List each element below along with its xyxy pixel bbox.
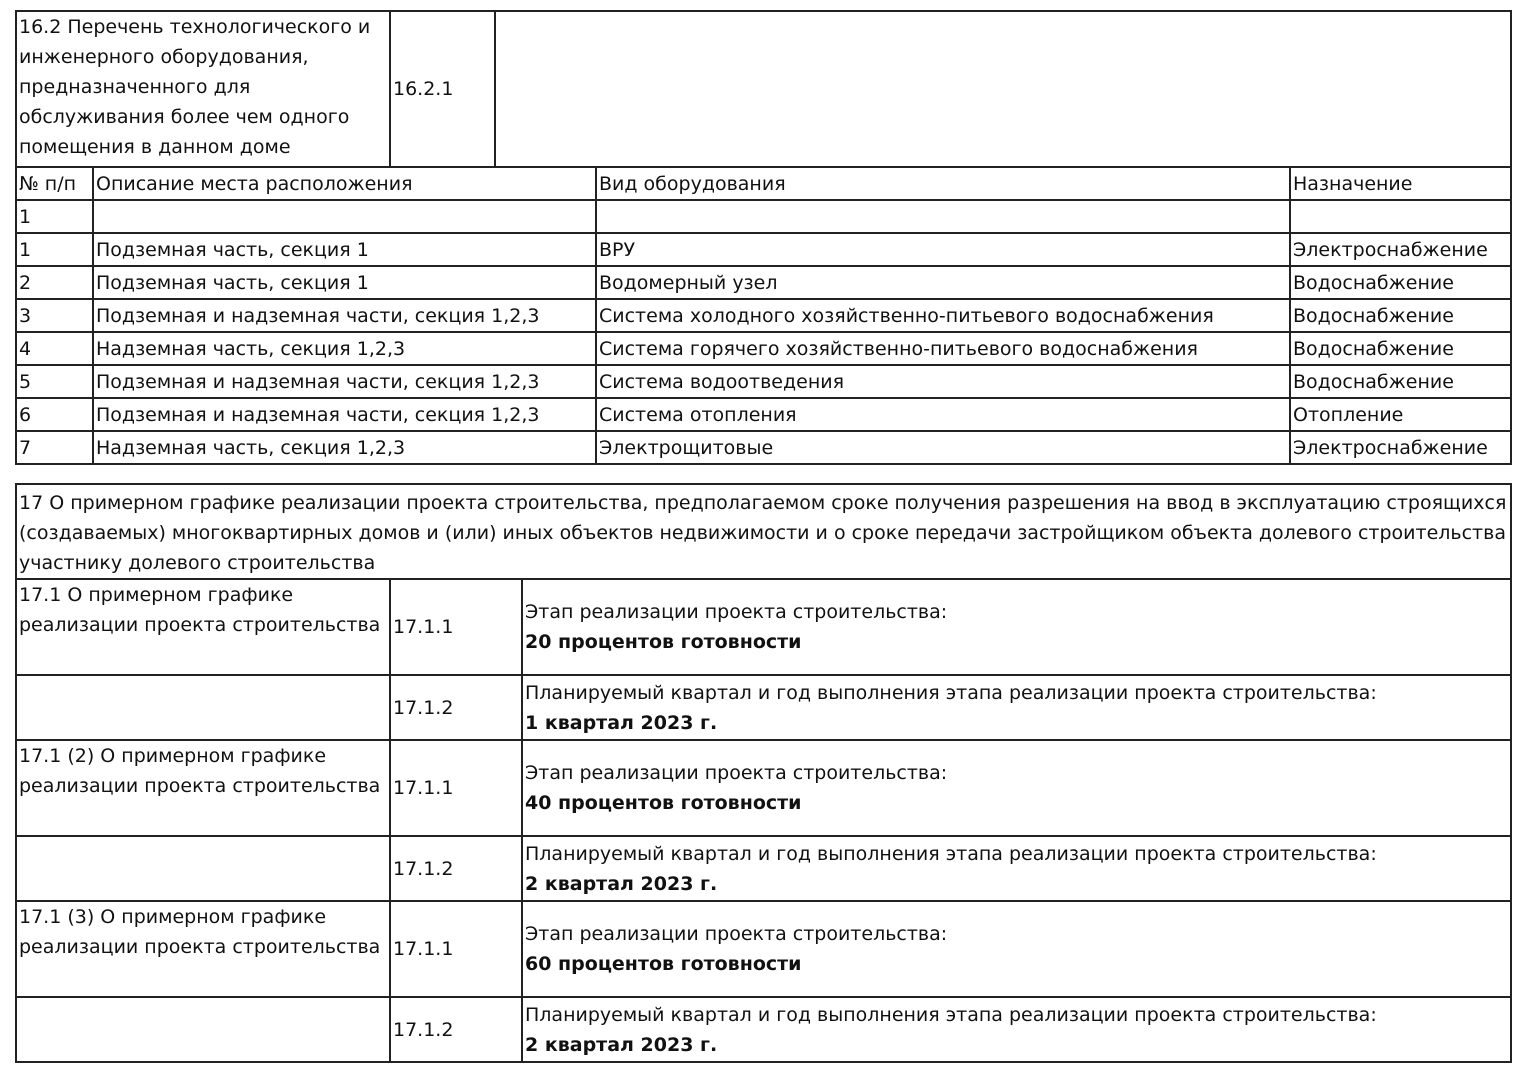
header-equipment-type: Вид оборудования [595, 166, 1291, 201]
quarter-code: 17.1.2 [389, 996, 523, 1063]
cell-location: Подземная и надземная части, секция 1,2,… [92, 298, 597, 333]
equipment-row: 3 Подземная и надземная части, секция 1,2… [15, 298, 1512, 333]
cell-number: 1 [15, 232, 94, 267]
cell-number: 4 [15, 331, 94, 366]
empty-cell [15, 996, 391, 1063]
cell-purpose [1289, 199, 1512, 234]
cell-equipment-type: Система водоотведения [595, 364, 1291, 399]
cell-number: 3 [15, 298, 94, 333]
cell-purpose: Водоснабжение [1289, 331, 1512, 366]
cell-location: Подземная часть, секция 1 [92, 265, 597, 300]
stage-code: 17.1.1 [389, 578, 523, 676]
cell-equipment-type: Система горячего хозяйственно-питьевого … [595, 331, 1291, 366]
schedule-stage-row: 17.1 (3) О примерном графике реализации … [15, 900, 1512, 998]
cell-location: Подземная и надземная части, секция 1,2,… [92, 397, 597, 432]
quarter-code: 17.1.2 [389, 835, 523, 902]
cell-location: Надземная часть, секция 1,2,3 [92, 331, 597, 366]
stage-label: Этап реализации проекта строительства: [525, 923, 948, 945]
cell-location: Подземная часть, секция 1 [92, 232, 597, 267]
cell-number: 2 [15, 265, 94, 300]
equipment-row: 5 Подземная и надземная части, секция 1,2… [15, 364, 1512, 399]
stage-label: Этап реализации проекта строительства: [525, 762, 948, 784]
schedule-quarter-row: 17.1.2 Планируемый квартал и год выполне… [15, 674, 1512, 741]
cell-equipment-type: ВРУ [595, 232, 1291, 267]
cell-location: Подземная и надземная части, секция 1,2,… [92, 364, 597, 399]
section-16-2-code: 16.2.1 [389, 10, 496, 168]
header-location: Описание места расположения [92, 166, 597, 201]
stage-cell: Этап реализации проекта строительства: 60… [521, 900, 1512, 998]
stage-code: 17.1.1 [389, 739, 523, 837]
quarter-label: Планируемый квартал и год выполнения эта… [525, 1003, 1377, 1026]
header-purpose: Назначение [1289, 166, 1512, 201]
schedule-title: 17.1 (3) О примерном графике реализации … [15, 900, 391, 998]
equipment-row: 4 Надземная часть, секция 1,2,3 Система го… [15, 331, 1512, 366]
header-number: № п/п [15, 166, 94, 201]
stage-code: 17.1.1 [389, 900, 523, 998]
empty-cell [15, 674, 391, 741]
quarter-cell: Планируемый квартал и год выполнения эта… [521, 996, 1512, 1063]
quarter-value: 2 квартал 2023 г. [525, 1033, 718, 1056]
schedule-quarter-row: 17.1.2 Планируемый квартал и год выполне… [15, 835, 1512, 902]
cell-equipment-type: Электрощитовые [595, 430, 1291, 465]
quarter-value: 2 квартал 2023 г. [525, 872, 718, 895]
quarter-label: Планируемый квартал и год выполнения эта… [525, 842, 1377, 865]
quarter-value: 1 квартал 2023 г. [525, 711, 718, 734]
cell-number: 7 [15, 430, 94, 465]
quarter-cell: Планируемый квартал и год выполнения эта… [521, 835, 1512, 902]
schedule-table: 17.1 О примерном графике реализации прое… [15, 578, 1512, 1063]
stage-value: 60 процентов готовности [525, 953, 802, 975]
equipment-row: 7 Надземная часть, секция 1,2,3 Электрощит… [15, 430, 1512, 465]
schedule-stage-row: 17.1 О примерном графике реализации прое… [15, 578, 1512, 676]
equipment-row: 2 Подземная часть, секция 1 Водомерный узе… [15, 265, 1512, 300]
empty-cell [15, 835, 391, 902]
cell-purpose: Отопление [1289, 397, 1512, 432]
schedule-title: 17.1 О примерном графике реализации прое… [15, 578, 391, 676]
cell-number: 1 [15, 199, 94, 234]
cell-equipment-type: Система отопления [595, 397, 1291, 432]
equipment-header-row: № п/п Описание места расположения Вид об… [15, 166, 1512, 201]
section-16-2-table: 16.2 Перечень технологического и инженер… [15, 10, 1512, 168]
section-16-2-title: 16.2 Перечень технологического и инженер… [15, 10, 391, 168]
cell-location [92, 199, 597, 234]
cell-purpose: Водоснабжение [1289, 364, 1512, 399]
cell-purpose: Водоснабжение [1289, 265, 1512, 300]
cell-purpose: Электроснабжение [1289, 232, 1512, 267]
equipment-row: 1 Подземная часть, секция 1 ВРУ Электроснаб… [15, 232, 1512, 267]
cell-purpose: Электроснабжение [1289, 430, 1512, 465]
cell-equipment-type: Водомерный узел [595, 265, 1291, 300]
cell-number: 6 [15, 397, 94, 432]
quarter-code: 17.1.2 [389, 674, 523, 741]
schedule-stage-row: 17.1 (2) О примерном графике реализации … [15, 739, 1512, 837]
equipment-row: 1 [15, 199, 1512, 234]
equipment-row: 6 Подземная и надземная части, секция 1,2… [15, 397, 1512, 432]
stage-label: Этап реализации проекта строительства: [525, 601, 948, 623]
section-17-title: 17 О примерном графике реализации проект… [15, 483, 1512, 580]
section-17-table: 17 О примерном графике реализации проект… [15, 483, 1512, 580]
quarter-label: Планируемый квартал и год выполнения эта… [525, 681, 1377, 704]
cell-equipment-type [595, 199, 1291, 234]
stage-value: 20 процентов готовности [525, 631, 802, 653]
section-16-2-value [494, 10, 1512, 168]
stage-cell: Этап реализации проекта строительства: 40… [521, 739, 1512, 837]
schedule-title: 17.1 (2) О примерном графике реализации … [15, 739, 391, 837]
schedule-quarter-row: 17.1.2 Планируемый квартал и год выполне… [15, 996, 1512, 1063]
cell-location: Надземная часть, секция 1,2,3 [92, 430, 597, 465]
equipment-table: № п/п Описание места расположения Вид об… [15, 166, 1512, 465]
quarter-cell: Планируемый квартал и год выполнения эта… [521, 674, 1512, 741]
stage-cell: Этап реализации проекта строительства: 20… [521, 578, 1512, 676]
cell-purpose: Водоснабжение [1289, 298, 1512, 333]
cell-equipment-type: Система холодного хозяйственно-питьевого… [595, 298, 1291, 333]
stage-value: 40 процентов готовности [525, 792, 802, 814]
cell-number: 5 [15, 364, 94, 399]
